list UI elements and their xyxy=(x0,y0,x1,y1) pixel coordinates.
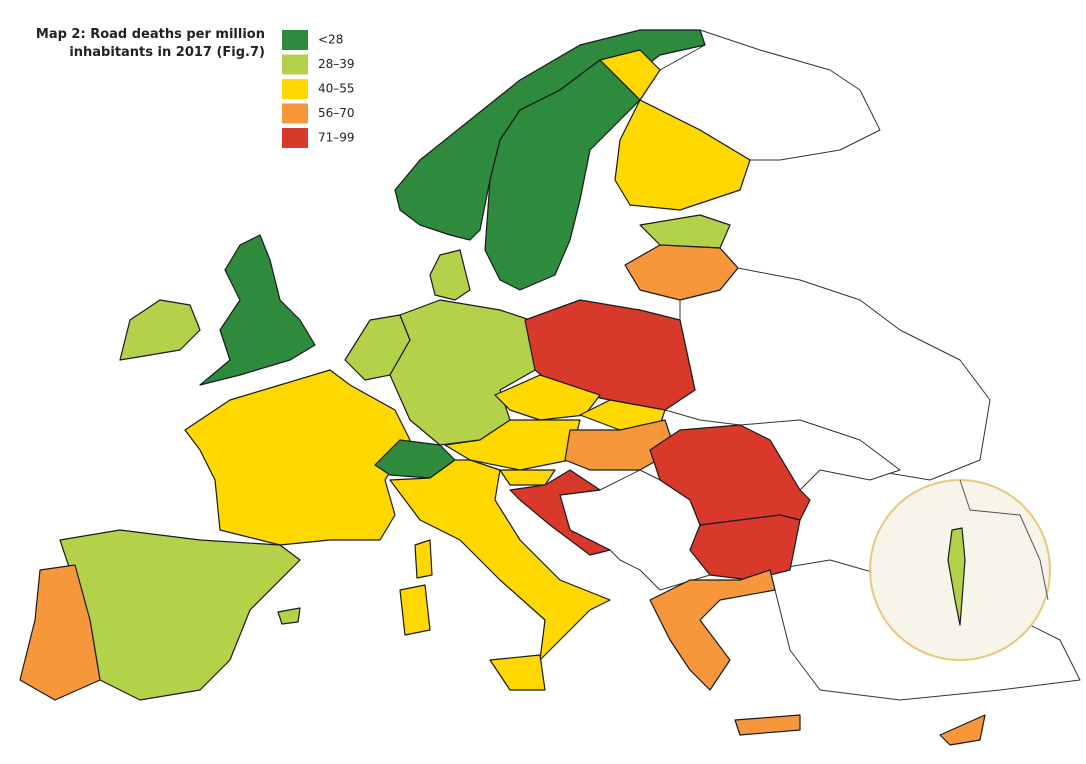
country xyxy=(277,607,301,625)
country xyxy=(414,539,433,579)
legend: <28 28–39 40–55 56–70 71–99 xyxy=(282,30,355,148)
country xyxy=(509,469,611,556)
country xyxy=(444,419,581,471)
legend-label: 40–55 xyxy=(318,82,355,96)
country xyxy=(119,299,201,361)
country xyxy=(579,399,666,431)
country xyxy=(649,424,811,526)
country xyxy=(184,369,411,546)
map-title: inhabitants in 2017 (Fig.7) xyxy=(69,45,265,60)
legend-label: 28–39 xyxy=(318,57,355,71)
country xyxy=(689,514,801,581)
country xyxy=(389,459,611,661)
legend-label: 71–99 xyxy=(318,131,355,145)
map-title: Map 2: Road deaths per million xyxy=(36,27,265,42)
country xyxy=(649,569,776,691)
country xyxy=(734,714,801,736)
legend-label: <28 xyxy=(318,33,343,47)
country xyxy=(639,214,731,249)
legend-swatch xyxy=(282,103,308,124)
legend-swatch xyxy=(282,30,308,50)
country xyxy=(429,249,471,301)
legend-swatch xyxy=(282,54,308,75)
country xyxy=(624,244,739,301)
country xyxy=(939,714,986,746)
country xyxy=(599,49,751,211)
legend-label: 56–70 xyxy=(318,106,355,120)
country xyxy=(399,584,431,636)
legend-swatch xyxy=(282,128,308,148)
country xyxy=(489,654,546,691)
country xyxy=(199,234,316,386)
legend-swatch xyxy=(282,79,308,99)
country xyxy=(499,469,556,486)
inset-border xyxy=(959,479,1049,601)
country xyxy=(19,564,101,701)
country xyxy=(484,59,641,291)
country xyxy=(947,527,966,626)
